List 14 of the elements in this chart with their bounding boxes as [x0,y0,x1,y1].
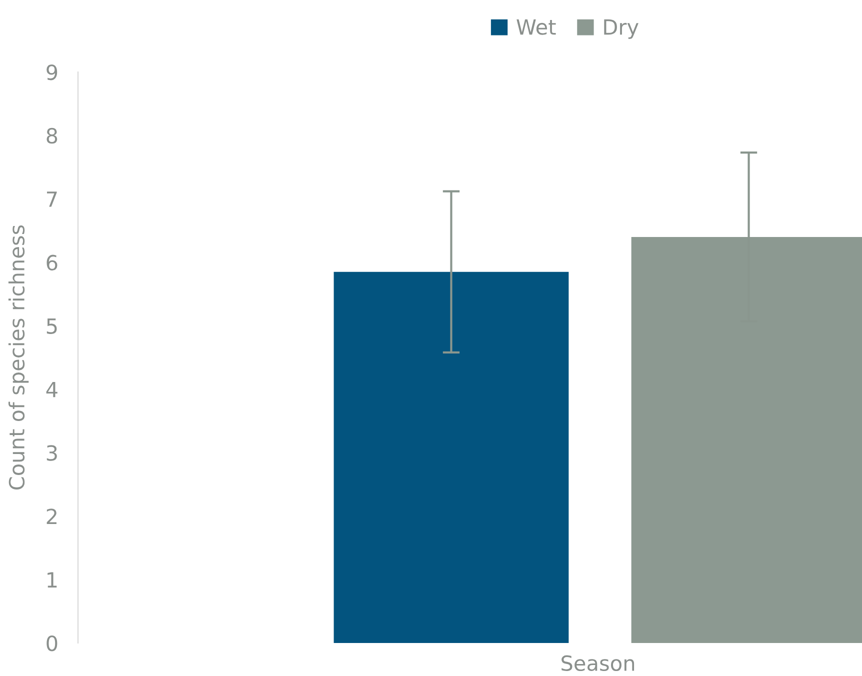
y-tick-label: 4 [46,382,58,398]
y-tick-label: 3 [46,445,57,461]
y-tick-label: 9 [46,64,58,80]
y-tick-label: 7 [47,192,57,207]
y-tick-label: 8 [46,128,58,144]
y-tick-label: 6 [46,254,58,271]
y-tick-label: 1 [48,572,57,588]
legend-label: Dry [604,19,638,39]
y-tick-label: 0 [46,635,58,652]
y-axis-title: Count of species richness [8,225,29,490]
legend-label: Wet [516,19,556,35]
y-tick-label: 2 [46,508,56,524]
y-tick-label: 5 [46,318,57,334]
x-axis-title: Season [562,655,634,672]
